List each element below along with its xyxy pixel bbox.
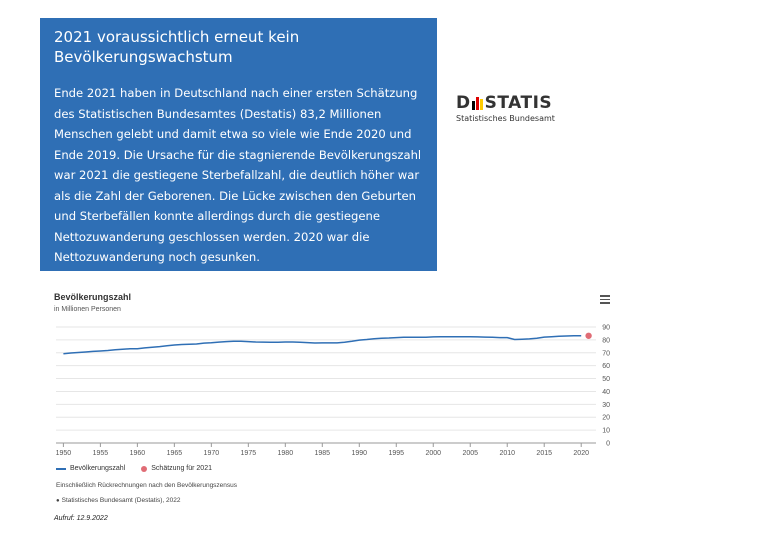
x-tick-label: 1990 (351, 450, 367, 457)
x-tick-label: 1995 (388, 450, 404, 457)
x-tick-label: 1970 (204, 450, 220, 457)
info-box: 2021 voraussichtlich erneut kein Bevölke… (40, 18, 437, 271)
x-tick-label: 1985 (315, 450, 331, 457)
destatis-logo: D STATIS Statistisches Bundesamt (456, 94, 566, 123)
x-tick-label: 1955 (93, 450, 109, 457)
chart-legend: Bevölkerungszahl Schätzung für 2021 (56, 465, 228, 472)
x-tick-label: 1965 (167, 450, 183, 457)
logo-bars-icon (471, 97, 484, 110)
x-tick-label: 2005 (462, 450, 478, 457)
logo-bar-gold (479, 99, 483, 110)
legend-item-estimate[interactable]: Schätzung für 2021 (141, 465, 212, 472)
x-tick-label: 1980 (278, 450, 294, 457)
x-tick-label: 1950 (56, 450, 72, 457)
x-tick-label: 1975 (241, 450, 257, 457)
legend-dot-marker (141, 465, 148, 472)
menu-bar (600, 298, 610, 301)
y-tick-label: 40 (602, 389, 610, 396)
x-tick-label: 2000 (425, 450, 441, 457)
logo-letters-rest: STATIS (484, 93, 553, 113)
menu-bar (600, 295, 610, 297)
legend-label-estimate: Schätzung für 2021 (151, 465, 212, 472)
population-line (63, 335, 582, 355)
menu-bar (600, 302, 610, 304)
x-tick-label: 2010 (499, 450, 515, 457)
copyright-icon: ● (56, 497, 60, 504)
source-text: Statistisches Bundesamt (Destatis), 2022 (61, 497, 181, 504)
x-tick-label: 2015 (536, 450, 552, 457)
y-tick-label: 90 (602, 325, 610, 332)
info-body: Ende 2021 haben in Deutschland nach eine… (54, 86, 422, 264)
estimate-point (585, 332, 592, 339)
y-tick-label: 50 (602, 376, 610, 383)
x-tick-label: 2020 (573, 450, 589, 457)
logo-subtitle: Statistisches Bundesamt (456, 114, 555, 123)
logo-bar-red (475, 97, 479, 110)
logo-bar-black (471, 101, 475, 110)
info-headline: 2021 voraussichtlich erneut kein Bevölke… (54, 28, 300, 66)
legend-item-population[interactable]: Bevölkerungszahl (56, 465, 125, 472)
chart-note: Einschließlich Rückrechnungen nach den B… (56, 482, 238, 489)
logo-wordmark: D STATIS (456, 94, 566, 112)
logo-letter-d: D (456, 93, 471, 113)
chart-subtitle: in Millionen Personen (54, 306, 121, 313)
x-tick-label: 1960 (130, 450, 146, 457)
chart-source: ● Statistisches Bundesamt (Destatis), 20… (56, 497, 181, 504)
y-tick-label: 10 (602, 428, 610, 435)
legend-label-population: Bevölkerungszahl (70, 465, 126, 472)
chart-menu-icon[interactable] (600, 295, 610, 304)
y-tick-label: 0 (606, 441, 610, 448)
y-tick-label: 60 (602, 363, 610, 370)
legend-line-marker (56, 467, 66, 470)
chart-title: Bevölkerungszahl (54, 292, 132, 302)
accessed-date: Aufruf: 12.9.2022 (54, 515, 108, 522)
y-tick-label: 30 (602, 402, 610, 409)
y-tick-label: 80 (602, 337, 610, 344)
y-tick-label: 70 (602, 350, 610, 357)
y-tick-label: 20 (602, 415, 610, 422)
